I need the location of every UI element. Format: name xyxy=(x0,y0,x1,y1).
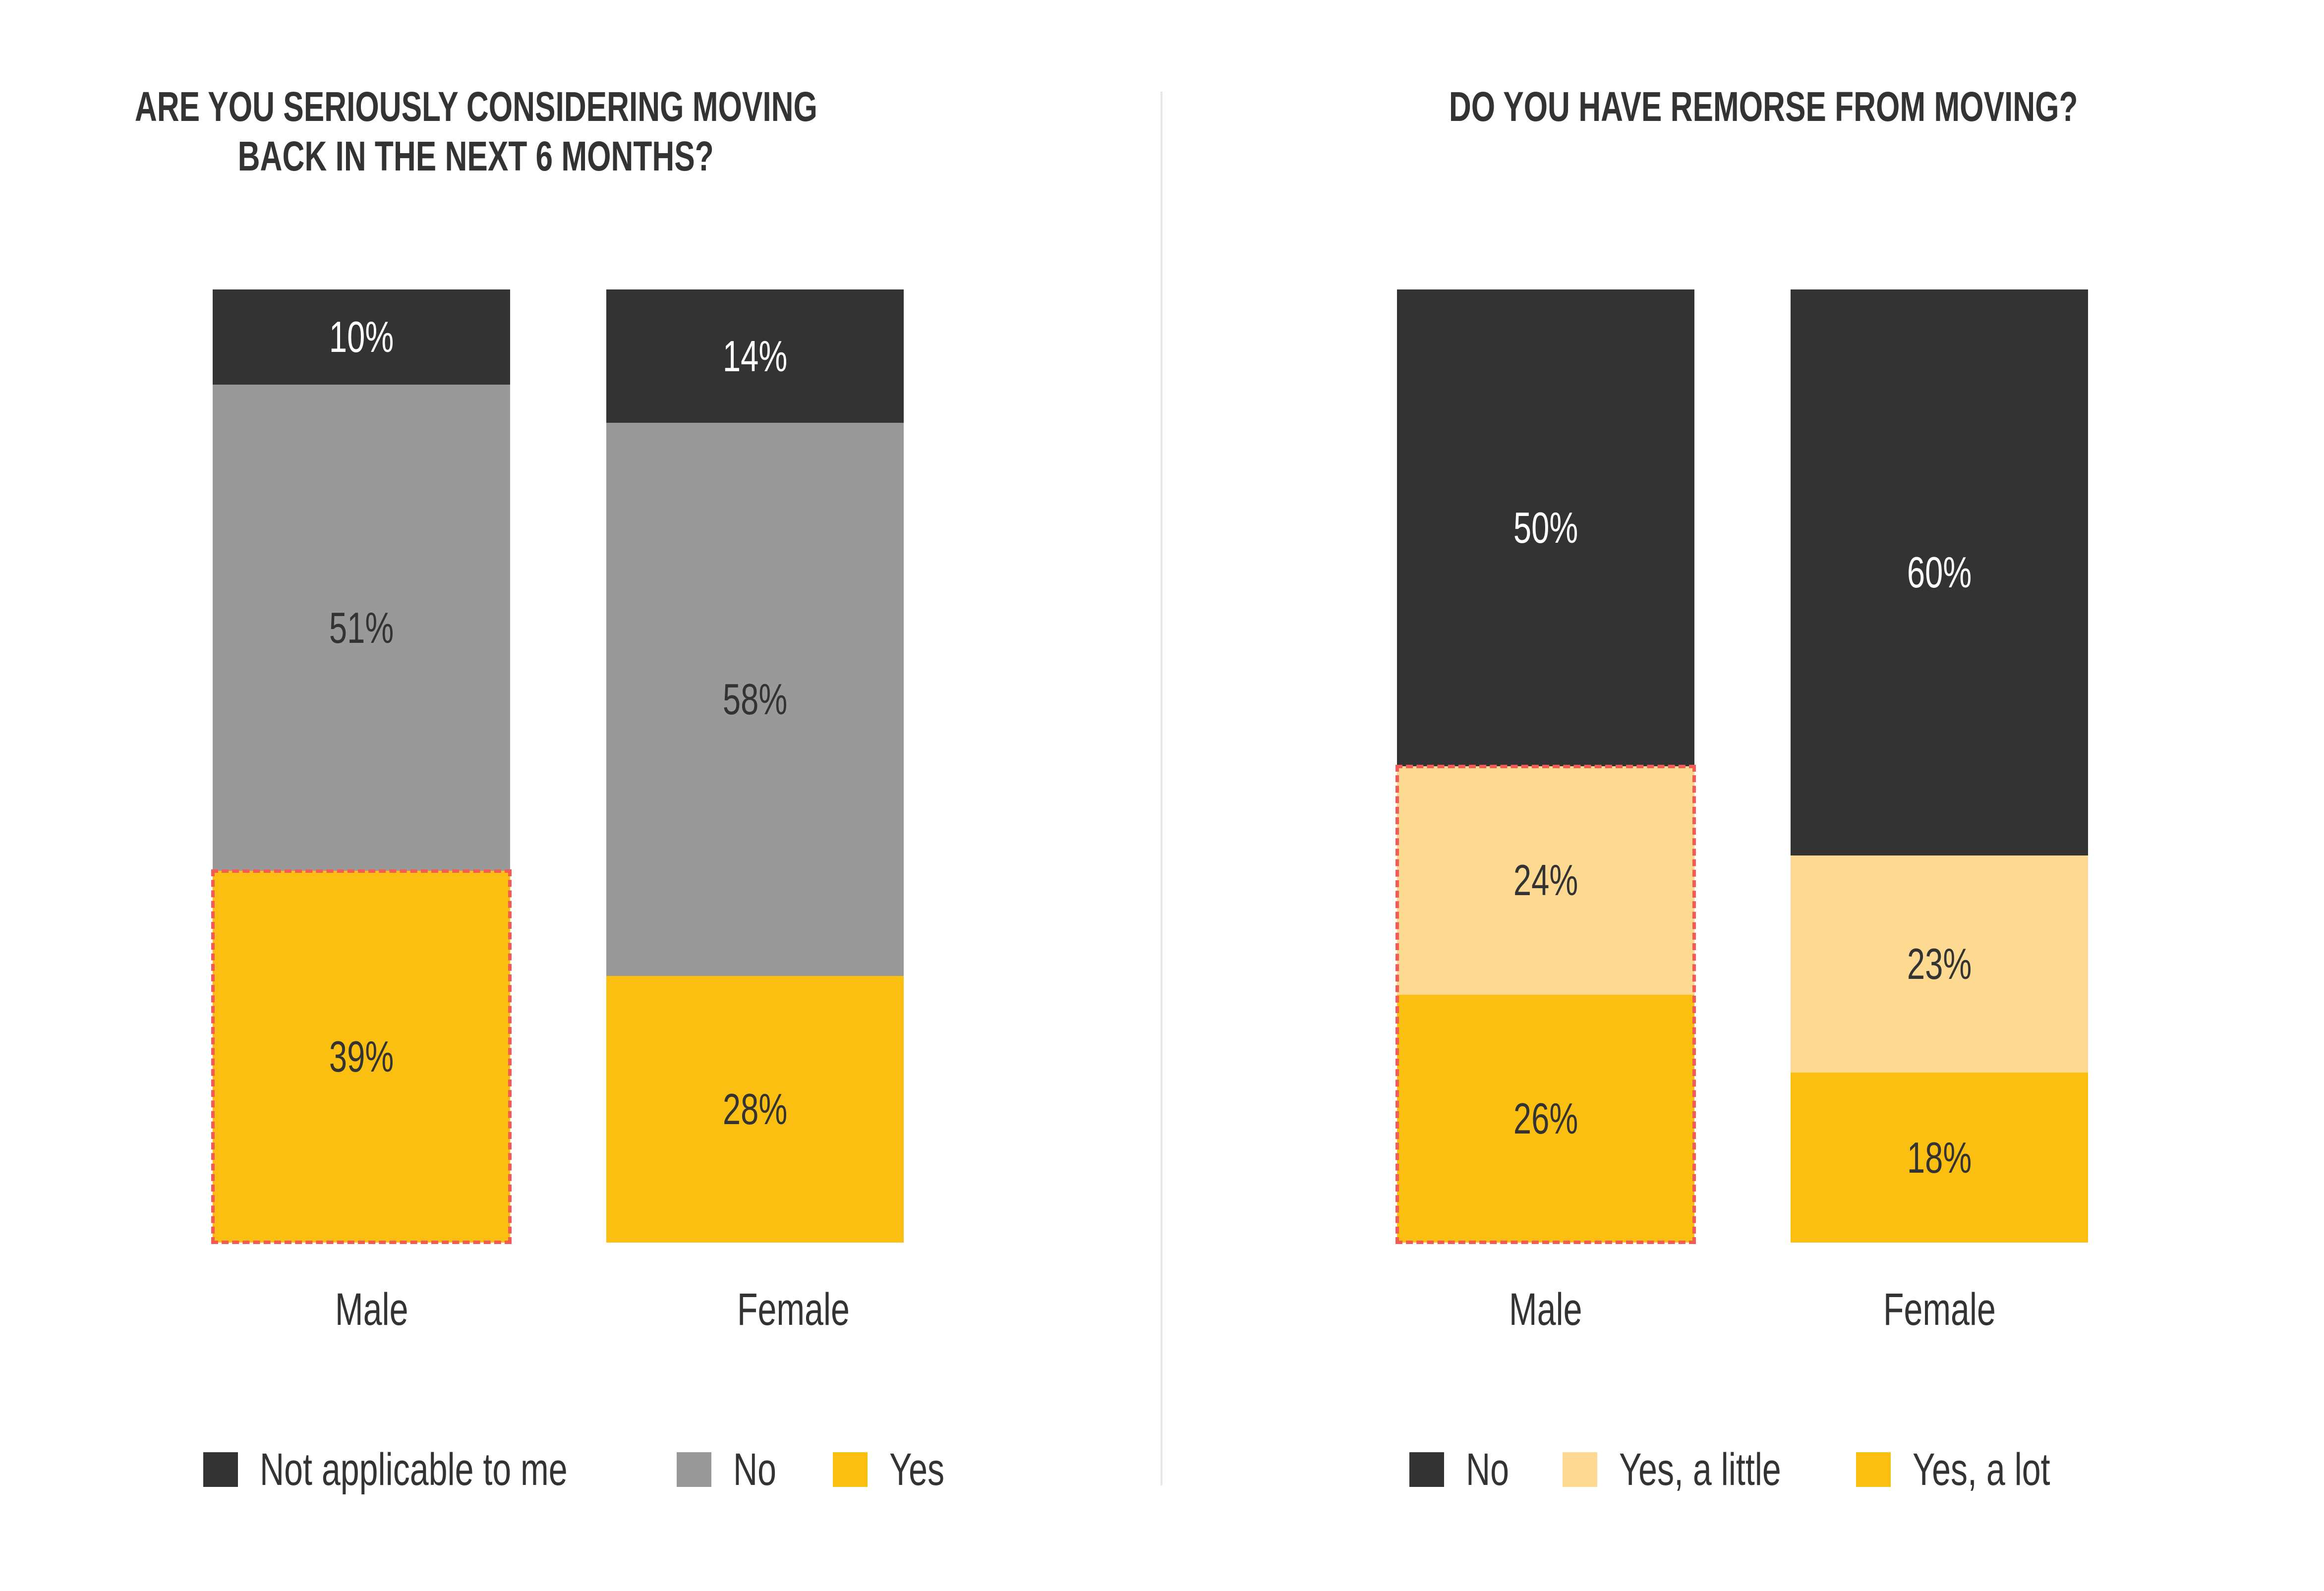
data-label: 23% xyxy=(1907,939,1972,989)
bar-segment-no: 50% xyxy=(1397,289,1694,766)
legend-swatch-dark xyxy=(1409,1452,1444,1487)
chart-moving-back: ARE YOU SERIOUSLY CONSIDERING MOVING BAC… xyxy=(0,0,1161,1591)
chart-title-line-1: ARE YOU SERIOUSLY CONSIDERING MOVING xyxy=(134,83,817,130)
legend-label: Not applicable to me xyxy=(260,1444,568,1495)
bar-segment-no: 60% xyxy=(1791,289,2088,856)
bar-male: 26% 24% 50% xyxy=(1395,289,1696,1244)
data-label: 10% xyxy=(329,312,394,362)
legend-label: Yes, a lot xyxy=(1913,1444,2050,1495)
bar-segment-yes-a-lot: 26% xyxy=(1397,995,1694,1243)
chart-title: ARE YOU SERIOUSLY CONSIDERING MOVING BAC… xyxy=(0,82,952,181)
data-label: 26% xyxy=(1513,1094,1578,1143)
legend-item-no[interactable]: No xyxy=(1409,1444,1524,1495)
bar-segment-yes-a-little: 24% xyxy=(1397,766,1694,995)
legend-swatch-grey xyxy=(677,1452,711,1487)
legend-label: Yes xyxy=(889,1444,945,1495)
legend-item-yes[interactable]: Yes xyxy=(833,1444,964,1495)
bar-male: 39% 51% 10% xyxy=(211,289,512,1244)
legend-item-no[interactable]: No xyxy=(677,1444,792,1495)
data-label: 28% xyxy=(722,1084,788,1134)
legend-item-not-applicable[interactable]: Not applicable to me xyxy=(203,1444,676,1495)
legend-swatch-light-yellow xyxy=(1563,1452,1597,1487)
legend-label: No xyxy=(733,1444,777,1495)
chart-title: DO YOU HAVE REMORSE FROM MOVING? xyxy=(1338,82,2156,131)
panel-divider xyxy=(1161,92,1162,1485)
bar-segment-not-applicable-to-me: 14% xyxy=(606,289,904,423)
bar-segment-not-applicable-to-me: 10% xyxy=(213,289,510,385)
highlight-outline xyxy=(1395,764,1696,1244)
data-label: 14% xyxy=(722,331,788,381)
data-label: 58% xyxy=(722,674,788,724)
legend-item-yes-a-lot[interactable]: Yes, a lot xyxy=(1856,1444,2098,1495)
category-label-female: Female xyxy=(737,1284,850,1335)
category-label-female: Female xyxy=(1883,1284,1996,1335)
legend-item-yes-a-little[interactable]: Yes, a little xyxy=(1563,1444,1838,1495)
data-label: 51% xyxy=(329,603,394,652)
chart-title-line-2: BACK IN THE NEXT 6 MONTHS? xyxy=(237,133,714,179)
legend-swatch-dark xyxy=(203,1452,238,1487)
legend-swatch-yellow xyxy=(1856,1452,1891,1487)
legend-swatch-yellow xyxy=(833,1452,868,1487)
bar-female: 28% 58% 14% xyxy=(606,289,904,1243)
legend-label: Yes, a little xyxy=(1619,1444,1781,1495)
data-label: 60% xyxy=(1907,548,1972,597)
bar-segment-yes: 39% xyxy=(213,871,510,1243)
data-label: 18% xyxy=(1907,1133,1972,1182)
category-label-male: Male xyxy=(1509,1284,1582,1335)
bar-female: 18% 23% 60% xyxy=(1791,289,2088,1243)
bar-segment-yes-a-little: 23% xyxy=(1791,855,2088,1073)
legend: Not applicable to me No Yes xyxy=(0,1444,1161,1495)
chart-title-line-1: DO YOU HAVE REMORSE FROM MOVING? xyxy=(1449,83,2078,130)
bar-segment-yes-a-lot: 18% xyxy=(1791,1073,2088,1243)
data-label: 50% xyxy=(1513,503,1578,552)
bar-segment-no: 51% xyxy=(213,385,510,871)
data-label: 24% xyxy=(1513,855,1578,905)
bar-segment-yes: 28% xyxy=(606,975,904,1243)
data-label: 39% xyxy=(329,1032,394,1081)
bar-segment-no: 58% xyxy=(606,423,904,976)
legend-label: No xyxy=(1466,1444,1510,1495)
category-label-male: Male xyxy=(335,1284,408,1335)
